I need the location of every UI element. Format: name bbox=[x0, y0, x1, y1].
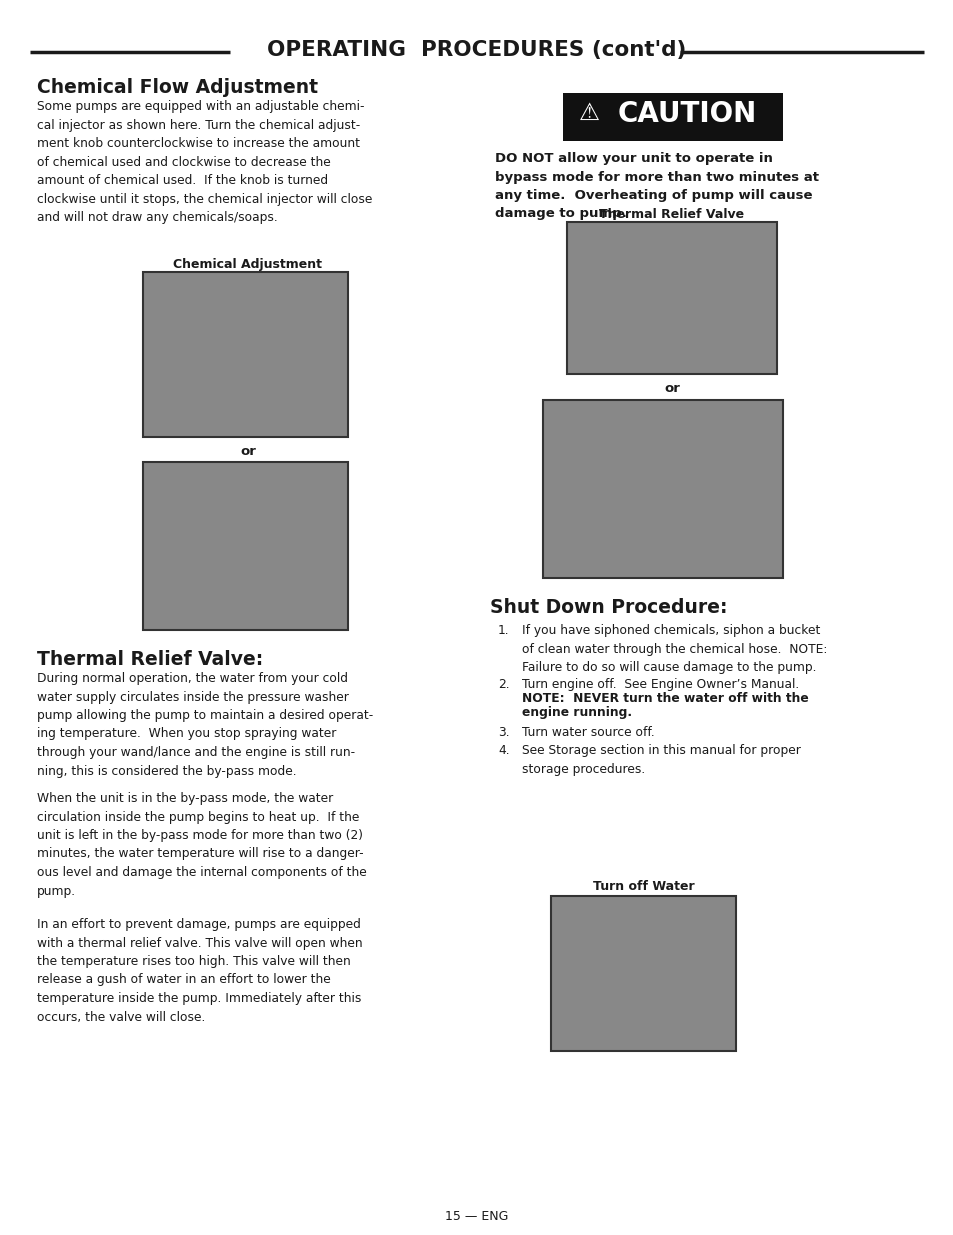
Bar bbox=[562, 93, 782, 141]
Text: 2.: 2. bbox=[497, 678, 509, 692]
Text: 3.: 3. bbox=[497, 726, 509, 739]
Bar bbox=[143, 272, 348, 437]
Text: CAUTION: CAUTION bbox=[618, 100, 757, 128]
Text: OPERATING  PROCEDURES (cont'd): OPERATING PROCEDURES (cont'd) bbox=[267, 40, 686, 61]
Text: Turn water source off.: Turn water source off. bbox=[521, 726, 654, 739]
Text: ⚠: ⚠ bbox=[578, 101, 599, 125]
Text: Chemical Adjustment: Chemical Adjustment bbox=[173, 258, 322, 270]
Text: Some pumps are equipped with an adjustable chemi-
cal injector as shown here. Tu: Some pumps are equipped with an adjustab… bbox=[37, 100, 372, 224]
Text: During normal operation, the water from your cold
water supply circulates inside: During normal operation, the water from … bbox=[37, 672, 373, 778]
Text: See Storage section in this manual for proper
storage procedures.: See Storage section in this manual for p… bbox=[521, 743, 800, 776]
Text: In an effort to prevent damage, pumps are equipped
with a thermal relief valve. : In an effort to prevent damage, pumps ar… bbox=[37, 918, 362, 1024]
Bar bbox=[542, 400, 782, 578]
Text: engine running.: engine running. bbox=[521, 706, 632, 719]
Text: 15 — ENG: 15 — ENG bbox=[445, 1210, 508, 1223]
Text: Shut Down Procedure:: Shut Down Procedure: bbox=[490, 598, 727, 618]
Text: 4.: 4. bbox=[497, 743, 509, 757]
Text: Chemical Flow Adjustment: Chemical Flow Adjustment bbox=[37, 78, 317, 98]
Text: If you have siphoned chemicals, siphon a bucket
of clean water through the chemi: If you have siphoned chemicals, siphon a… bbox=[521, 624, 826, 674]
Text: or: or bbox=[663, 382, 679, 395]
Text: Thermal Relief Valve: Thermal Relief Valve bbox=[598, 207, 743, 221]
Bar bbox=[566, 222, 776, 374]
Text: or: or bbox=[240, 445, 255, 458]
Bar bbox=[143, 462, 348, 630]
Bar bbox=[551, 897, 735, 1051]
Text: 1.: 1. bbox=[497, 624, 509, 637]
Text: Thermal Relief Valve:: Thermal Relief Valve: bbox=[37, 650, 263, 669]
Text: Turn off Water: Turn off Water bbox=[593, 881, 694, 893]
Text: When the unit is in the by-pass mode, the water
circulation inside the pump begi: When the unit is in the by-pass mode, th… bbox=[37, 792, 366, 898]
Text: DO NOT allow your unit to operate in
bypass mode for more than two minutes at
an: DO NOT allow your unit to operate in byp… bbox=[495, 152, 818, 221]
Text: Turn engine off.  See Engine Owner’s Manual.: Turn engine off. See Engine Owner’s Manu… bbox=[521, 678, 799, 692]
Text: NOTE:  NEVER turn the water off with the: NOTE: NEVER turn the water off with the bbox=[521, 692, 808, 705]
